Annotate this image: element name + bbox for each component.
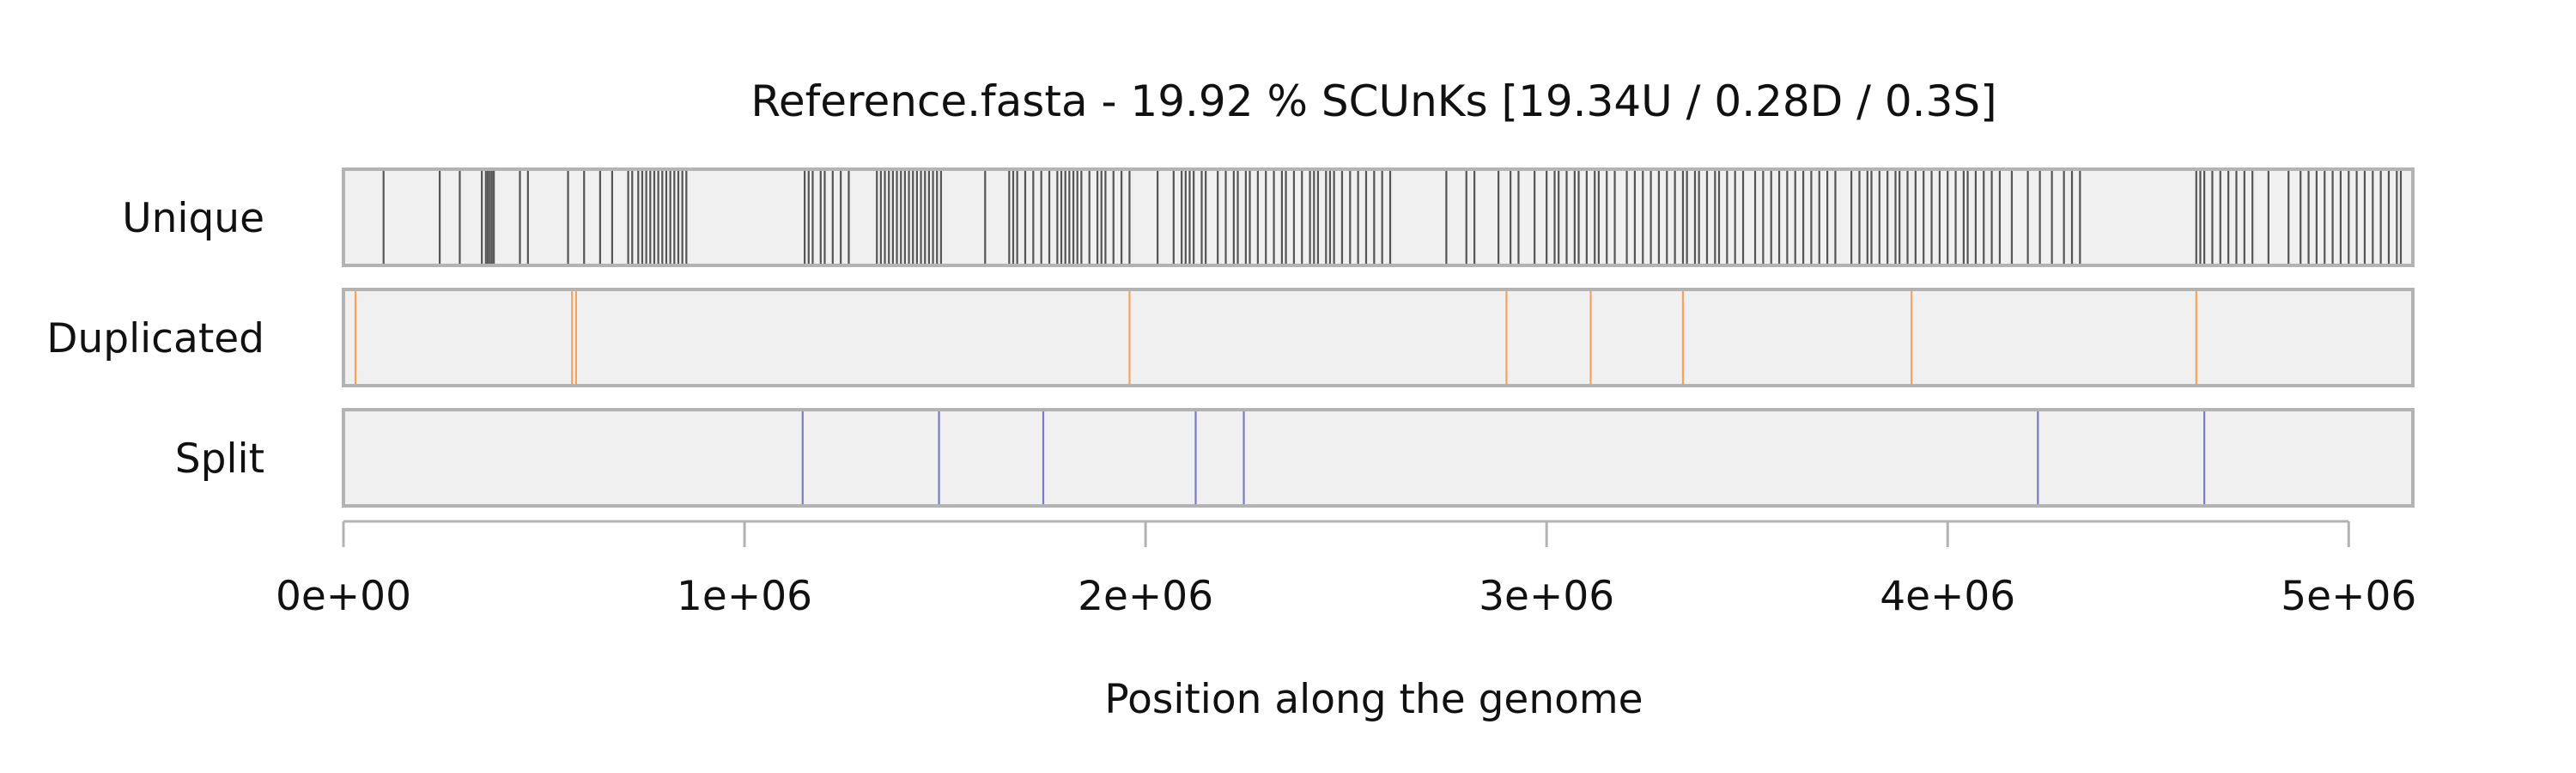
track-background-duplicated bbox=[343, 289, 2413, 386]
tracks-group: Unique Duplicated Split bbox=[46, 167, 2415, 508]
x-tick-label: 0e+00 bbox=[276, 573, 411, 620]
track-label-duplicated: Duplicated bbox=[46, 315, 264, 362]
track-label-unique: Unique bbox=[122, 195, 264, 242]
x-tick-label: 4e+06 bbox=[1880, 573, 2015, 620]
x-tick-label: 5e+06 bbox=[2281, 573, 2416, 620]
track-unique: Unique bbox=[122, 167, 2415, 267]
x-tick-label: 3e+06 bbox=[1479, 573, 1614, 620]
x-axis-label: Position along the genome bbox=[1104, 676, 1643, 723]
track-label-split: Split bbox=[175, 435, 264, 483]
track-duplicated: Duplicated bbox=[46, 288, 2415, 387]
x-tick-label: 2e+06 bbox=[1078, 573, 1213, 620]
chart-title: Reference.fasta - 19.92 % SCUnKs [19.34U… bbox=[750, 76, 1996, 126]
x-tick-label: 1e+06 bbox=[677, 573, 812, 620]
track-background-unique bbox=[343, 169, 2413, 265]
track-border-unique bbox=[342, 167, 2415, 267]
track-border-split bbox=[342, 408, 2415, 508]
x-axis: 0e+00 1e+06 2e+06 3e+06 4e+06 5e+06 bbox=[276, 520, 2416, 620]
track-split: Split bbox=[175, 408, 2415, 508]
track-background-split bbox=[343, 410, 2413, 506]
track-border-duplicated bbox=[342, 288, 2415, 387]
